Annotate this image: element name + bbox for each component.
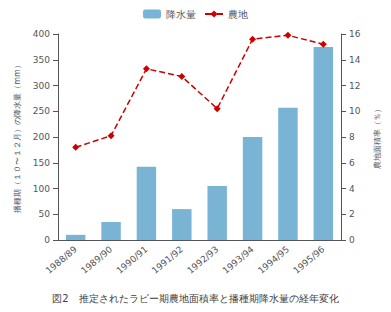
svg-text:150: 150 xyxy=(33,158,50,168)
svg-text:1988/89: 1988/89 xyxy=(44,244,79,276)
svg-text:0: 0 xyxy=(349,235,355,245)
svg-text:200: 200 xyxy=(33,132,50,142)
svg-text:6: 6 xyxy=(349,158,355,168)
svg-text:1990/91: 1990/91 xyxy=(115,244,150,276)
svg-text:250: 250 xyxy=(33,106,50,116)
svg-text:8: 8 xyxy=(349,132,355,142)
svg-text:10: 10 xyxy=(349,106,361,116)
svg-text:300: 300 xyxy=(33,81,50,91)
svg-text:図2 推定されたラビー期農地面積率と播種期降水量の経年変化: 図2 推定されたラビー期農地面積率と播種期降水量の経年変化 xyxy=(52,293,338,304)
svg-text:1991/92: 1991/92 xyxy=(150,244,185,276)
svg-text:農地面積率（％）: 農地面積率（％） xyxy=(373,105,382,169)
svg-text:50: 50 xyxy=(39,209,51,219)
svg-text:400: 400 xyxy=(33,29,50,39)
svg-text:12: 12 xyxy=(349,81,360,91)
svg-text:降水量: 降水量 xyxy=(166,9,196,20)
svg-text:1995/96: 1995/96 xyxy=(291,244,326,276)
svg-text:1993/94: 1993/94 xyxy=(221,244,256,276)
svg-text:1994/95: 1994/95 xyxy=(256,244,291,276)
svg-text:4: 4 xyxy=(349,184,355,194)
svg-text:1989/90: 1989/90 xyxy=(79,244,114,276)
svg-text:350: 350 xyxy=(33,55,50,65)
svg-text:100: 100 xyxy=(33,184,50,194)
svg-text:14: 14 xyxy=(349,55,361,65)
svg-text:播種期（１０〜１２月）の降水量（mm）: 播種期（１０〜１２月）の降水量（mm） xyxy=(13,61,22,213)
svg-text:1992/93: 1992/93 xyxy=(185,244,220,276)
svg-text:農地: 農地 xyxy=(228,9,248,20)
svg-text:16: 16 xyxy=(349,29,361,39)
svg-text:0: 0 xyxy=(44,235,50,245)
svg-text:2: 2 xyxy=(349,209,355,219)
